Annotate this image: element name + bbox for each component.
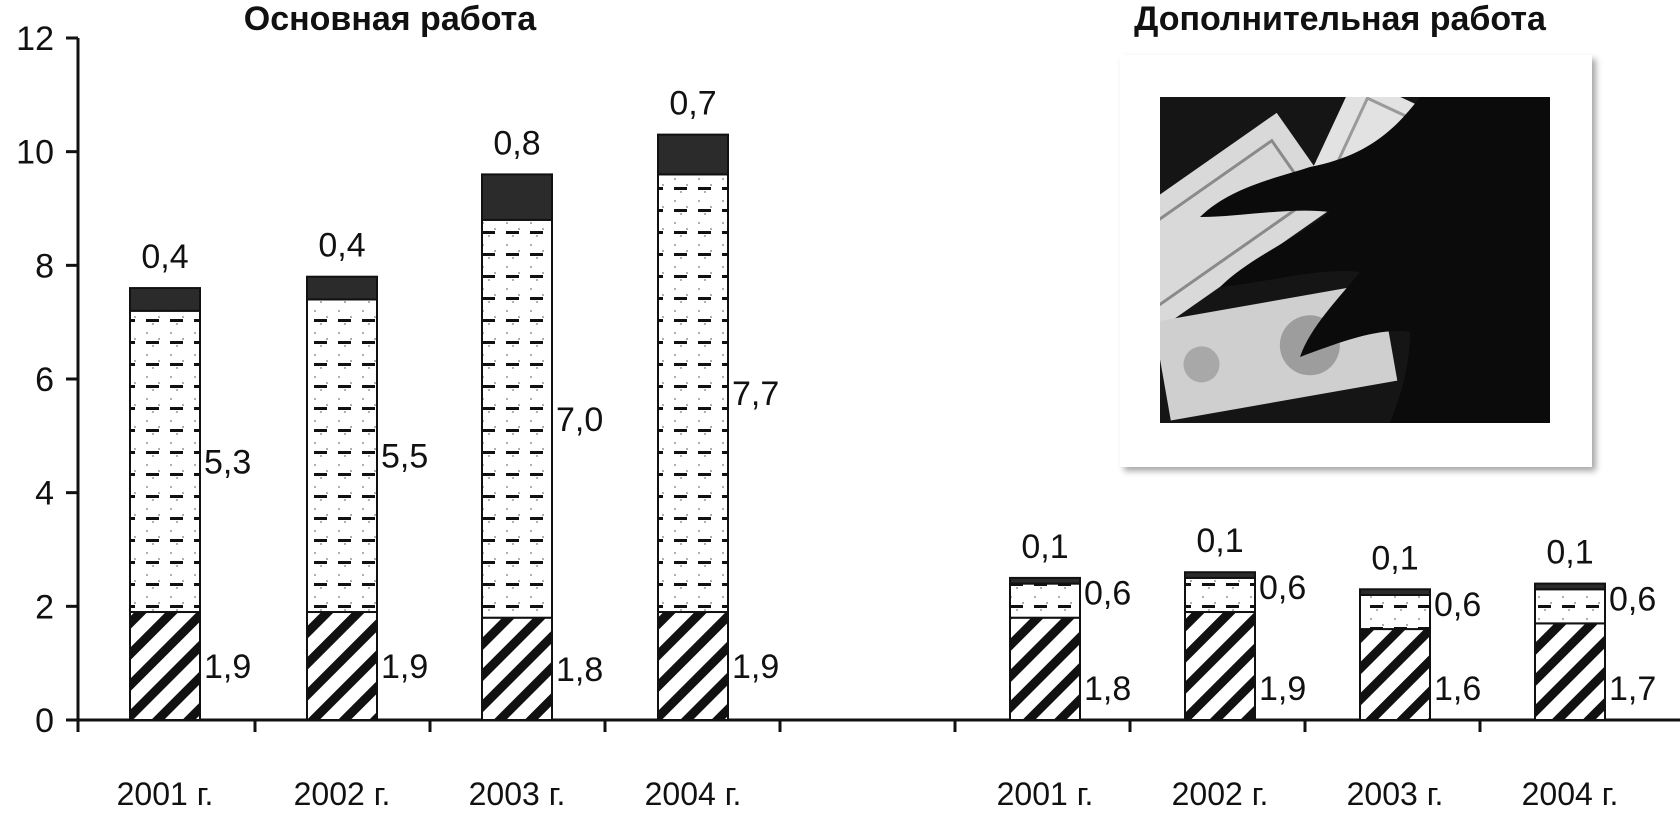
x-tick-label: 2004 г. [1522,776,1619,812]
x-tick-label: 2001 г. [117,776,214,812]
x-tick-label: 2002 г. [1172,776,1269,812]
bar-segment-diagonal-hatch [1184,611,1256,721]
data-label: 0,6 [1434,586,1481,624]
y-tick-label: 4 [35,475,54,513]
data-label: 0,1 [1371,539,1418,577]
data-label: 1,9 [204,648,251,686]
bar-segment-diagonal-hatch [129,611,201,721]
data-label: 0,7 [669,85,716,123]
y-tick-label: 12 [16,20,54,58]
data-label: 7,0 [556,401,603,439]
bar-segment-solid-black [1359,588,1431,596]
bar-segment-diagonal-hatch [1009,616,1081,722]
x-ticks [76,720,1482,732]
bar-segment-diagonal-hatch [1359,628,1431,721]
data-label: 5,3 [204,443,251,481]
data-labels: 1,9 5,3 0,4 1,9 5,5 0,4 1,8 7,0 0,8 1,9 7,7 0,7 1,8 0… [141,85,1656,708]
data-label: 0,8 [493,124,540,162]
data-label: 0,1 [1021,528,1068,566]
data-label: 1,8 [556,651,603,689]
photo-frame [1120,55,1592,467]
x-tick-label: 2004 г. [645,776,742,812]
y-tick-label: 0 [35,702,54,740]
y-ticks: 0 2 4 6 8 10 12 [16,20,78,740]
bar-segment-dashed [1359,593,1431,631]
bar-segment-dashed [1534,588,1606,625]
y-tick-label: 10 [16,134,54,172]
data-label: 0,6 [1259,569,1306,607]
bar-segment-solid-black [481,173,553,221]
data-label: 1,8 [1084,670,1131,708]
bar-segment-solid-black [657,133,729,176]
x-tick-label: 2001 г. [997,776,1094,812]
data-label: 0,6 [1084,575,1131,613]
x-tick-label: 2002 г. [294,776,391,812]
y-tick-label: 6 [35,361,54,399]
data-label: 0,4 [141,238,188,276]
data-label: 1,9 [732,648,779,686]
data-label: 1,7 [1609,670,1656,708]
bar-segment-solid-black [306,275,378,301]
bar-segment-dashed [306,298,378,614]
bar-segment-solid-black [1534,582,1606,591]
bar-segment-dashed [1184,576,1256,614]
y-tick-label: 2 [35,588,54,626]
bar-segment-diagonal-hatch [306,611,378,721]
bar-segment-dashed [1009,582,1081,619]
x-tick-label: 2003 г. [1347,776,1444,812]
chart-title-additional: Дополнительная работа [1134,0,1547,38]
data-label: 1,6 [1434,670,1481,708]
data-label: 1,9 [381,648,428,686]
bar-segment-diagonal-hatch [1534,622,1606,722]
x-tick-labels: 2001 г. 2002 г. 2003 г. 2004 г. 2001 г. 2002 … [117,776,1619,812]
bars [129,133,1606,722]
bar-segment-dashed [481,218,553,619]
bar-segment-dashed [129,309,201,614]
x-tick-label: 2003 г. [469,776,566,812]
data-label: 5,5 [381,438,428,476]
data-label: 1,9 [1259,670,1306,708]
bar-segment-solid-black [1184,571,1256,579]
bar-segment-solid-black [129,287,201,312]
y-tick-label: 8 [35,247,54,285]
data-label: 0,6 [1609,580,1656,618]
bar-segment-diagonal-hatch [481,616,553,722]
money-hand-photo-icon [1160,97,1550,423]
chart-title-main: Основная работа [244,0,538,38]
bar-segment-dashed [657,173,729,614]
data-label: 0,1 [1546,534,1593,572]
data-label: 0,4 [318,227,365,265]
data-label: 7,7 [732,375,779,413]
bar-segment-diagonal-hatch [657,611,729,721]
bar-segment-solid-black [1009,576,1081,585]
data-label: 0,1 [1196,522,1243,560]
